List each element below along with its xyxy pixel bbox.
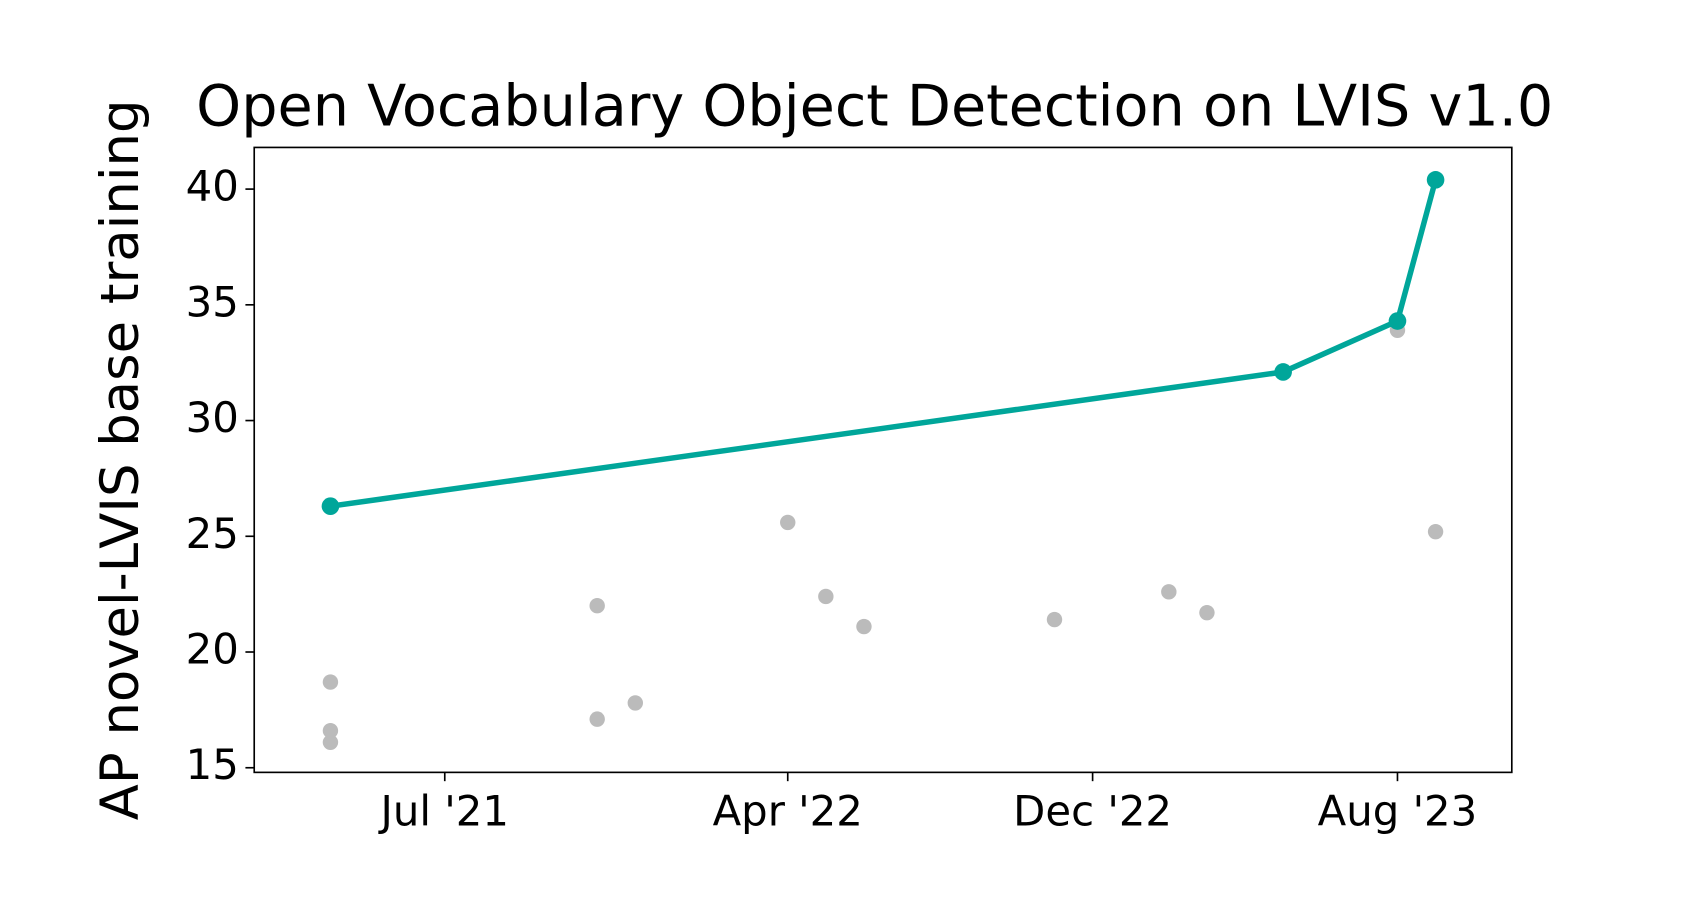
scatter-point	[856, 618, 872, 635]
y-axis-label: AP novel-LVIS base training	[90, 100, 151, 821]
scatter-point	[589, 711, 605, 727]
scatter-point	[322, 723, 339, 739]
scatter-point	[1161, 584, 1177, 600]
scatter-point	[1427, 523, 1444, 540]
line-point	[1388, 312, 1407, 330]
scatter-point	[322, 674, 339, 690]
scatter-point	[818, 588, 834, 605]
y-tick-label: 40	[186, 162, 239, 211]
scatter-point	[1199, 604, 1215, 621]
chart-title: Open Vocabulary Object Detection on LVIS…	[196, 74, 1553, 140]
x-tick-label: Apr '22	[713, 787, 863, 836]
x-tick-label: Jul '21	[378, 787, 509, 836]
scatter-point	[1046, 611, 1063, 628]
y-tick-label: 35	[186, 277, 239, 326]
x-tick-label: Dec '22	[1013, 787, 1172, 836]
line-point	[321, 497, 340, 515]
scatter-point	[627, 695, 644, 711]
scatter-point	[322, 734, 339, 750]
y-tick-label: 20	[186, 625, 239, 674]
scatter-point	[780, 514, 796, 531]
x-tick-label: Aug '23	[1318, 787, 1478, 836]
series-line	[330, 179, 1439, 509]
y-tick-label: 15	[186, 740, 239, 789]
plot-frame	[253, 146, 1513, 774]
y-tick-label: 25	[186, 509, 239, 558]
line-point	[1274, 363, 1292, 381]
scatter-point	[589, 598, 605, 614]
y-tick-label: 30	[186, 393, 239, 442]
line-point	[1426, 171, 1445, 189]
